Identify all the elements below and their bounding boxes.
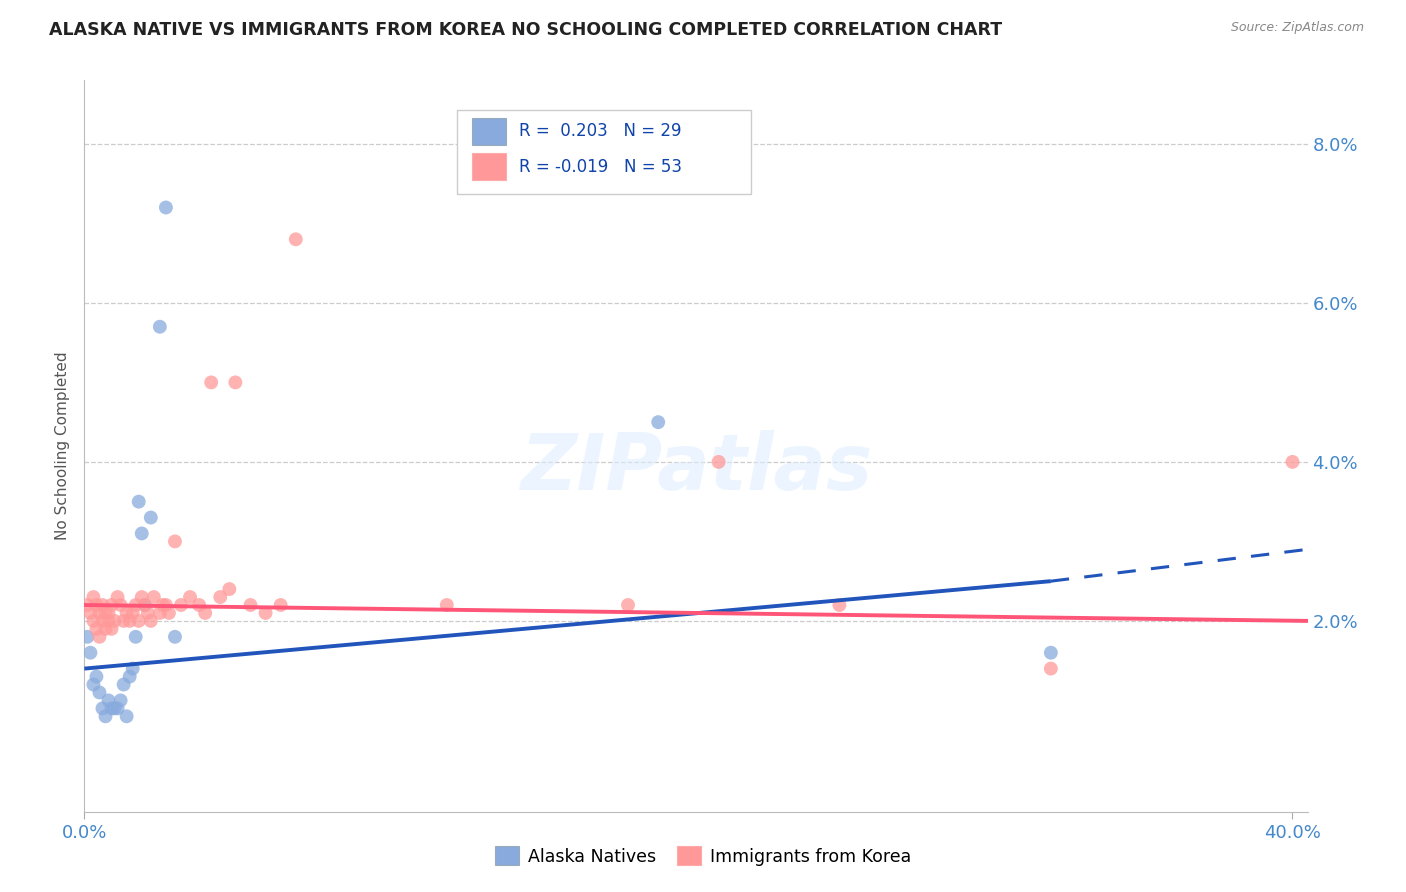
Bar — [472, 118, 506, 145]
Point — [284, 232, 307, 246]
Point — [131, 590, 153, 604]
Point — [139, 614, 162, 628]
Point — [254, 606, 277, 620]
Point — [110, 598, 132, 612]
Point — [79, 646, 101, 660]
Point — [1039, 646, 1062, 660]
Point — [155, 201, 177, 215]
Point — [270, 598, 292, 612]
Text: ZIPatlas: ZIPatlas — [520, 430, 872, 506]
Point — [179, 590, 201, 604]
Point — [91, 598, 114, 612]
Point — [121, 606, 143, 620]
Bar — [472, 153, 506, 180]
Point — [100, 622, 122, 636]
Point — [128, 494, 150, 508]
Point — [200, 376, 222, 390]
Point — [76, 630, 98, 644]
Point — [89, 606, 111, 620]
Point — [142, 590, 165, 604]
Point — [131, 526, 153, 541]
Point — [82, 590, 104, 604]
Point — [149, 606, 172, 620]
Point — [121, 662, 143, 676]
Point — [155, 598, 177, 612]
Point — [86, 669, 108, 683]
Point — [118, 669, 141, 683]
Point — [115, 709, 138, 723]
Point — [1039, 662, 1062, 676]
Point — [94, 606, 117, 620]
Point — [617, 598, 640, 612]
Point — [194, 606, 217, 620]
Point — [97, 606, 120, 620]
Point — [100, 701, 122, 715]
Point — [112, 614, 135, 628]
Point — [110, 693, 132, 707]
Point — [134, 598, 156, 612]
Point — [79, 606, 101, 620]
Point — [828, 598, 851, 612]
Point — [218, 582, 240, 596]
Point — [103, 701, 125, 715]
FancyBboxPatch shape — [457, 110, 751, 194]
Point — [1281, 455, 1303, 469]
Point — [136, 606, 159, 620]
Point — [112, 677, 135, 691]
Point — [100, 598, 122, 612]
Text: Source: ZipAtlas.com: Source: ZipAtlas.com — [1230, 21, 1364, 34]
Point — [239, 598, 262, 612]
Point — [707, 455, 730, 469]
Point — [149, 319, 172, 334]
Point — [436, 598, 458, 612]
Point — [107, 701, 129, 715]
Point — [86, 622, 108, 636]
Point — [94, 622, 117, 636]
Point — [86, 598, 108, 612]
Point — [125, 630, 148, 644]
Point — [91, 614, 114, 628]
Point — [647, 415, 669, 429]
Point — [118, 614, 141, 628]
Point — [82, 614, 104, 628]
Point — [134, 598, 156, 612]
Point — [139, 510, 162, 524]
Y-axis label: No Schooling Completed: No Schooling Completed — [55, 351, 70, 541]
Point — [97, 614, 120, 628]
Point — [157, 606, 180, 620]
Point — [94, 709, 117, 723]
Point — [163, 630, 186, 644]
Point — [89, 630, 111, 644]
Point — [125, 598, 148, 612]
Point — [103, 614, 125, 628]
Point — [115, 606, 138, 620]
Point — [152, 598, 174, 612]
Point — [97, 693, 120, 707]
Point — [107, 590, 129, 604]
Point — [82, 677, 104, 691]
Text: R = -0.019   N = 53: R = -0.019 N = 53 — [519, 158, 682, 176]
Point — [209, 590, 232, 604]
Point — [128, 614, 150, 628]
Text: ALASKA NATIVE VS IMMIGRANTS FROM KOREA NO SCHOOLING COMPLETED CORRELATION CHART: ALASKA NATIVE VS IMMIGRANTS FROM KOREA N… — [49, 21, 1002, 38]
Point — [188, 598, 211, 612]
Point — [163, 534, 186, 549]
Point — [76, 598, 98, 612]
Point — [91, 701, 114, 715]
Legend: Alaska Natives, Immigrants from Korea: Alaska Natives, Immigrants from Korea — [488, 839, 918, 872]
Point — [89, 685, 111, 699]
Point — [224, 376, 246, 390]
Text: R =  0.203   N = 29: R = 0.203 N = 29 — [519, 122, 681, 140]
Point — [170, 598, 193, 612]
